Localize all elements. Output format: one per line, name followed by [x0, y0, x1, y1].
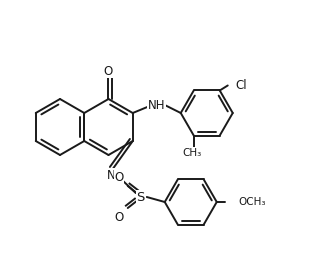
- Text: O: O: [114, 170, 123, 183]
- Text: OCH₃: OCH₃: [239, 197, 266, 207]
- Text: Cl: Cl: [236, 79, 247, 92]
- Text: NH: NH: [148, 98, 166, 111]
- Text: N: N: [107, 168, 116, 182]
- Text: O: O: [114, 210, 123, 224]
- Text: S: S: [137, 190, 145, 203]
- Text: O: O: [104, 64, 113, 78]
- Text: CH₃: CH₃: [182, 148, 201, 158]
